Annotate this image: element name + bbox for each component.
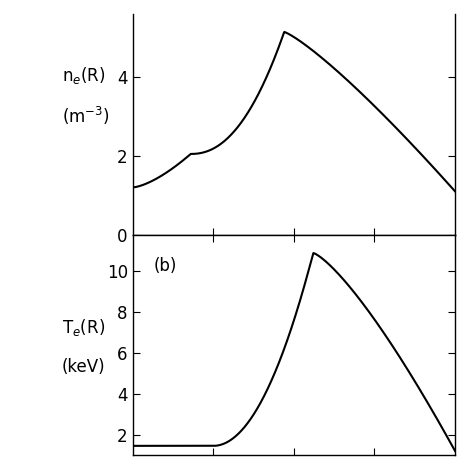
Text: n$_e$(R): n$_e$(R)	[62, 65, 105, 86]
Text: T$_e$(R): T$_e$(R)	[62, 317, 105, 337]
Text: (keV): (keV)	[62, 358, 105, 376]
Text: (b): (b)	[153, 257, 177, 274]
Text: (m$^{-3}$): (m$^{-3}$)	[62, 105, 109, 127]
